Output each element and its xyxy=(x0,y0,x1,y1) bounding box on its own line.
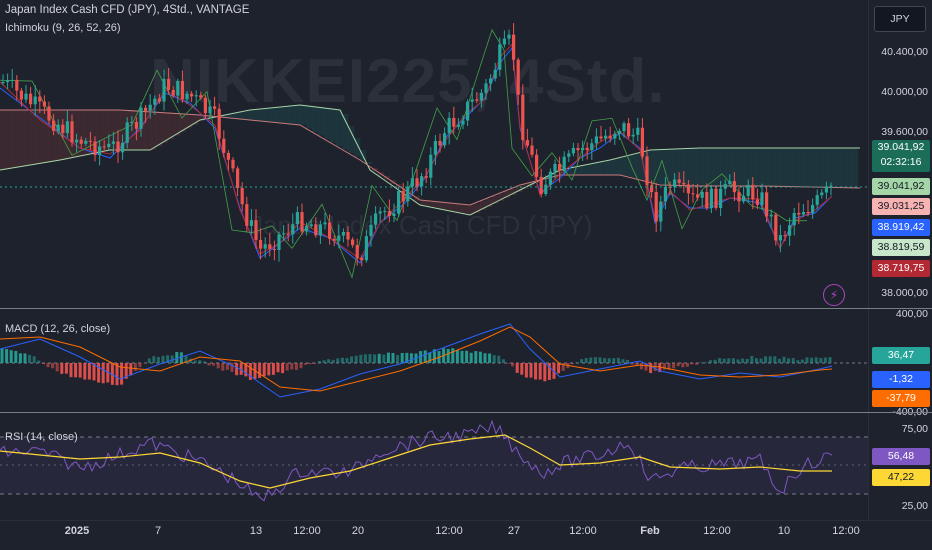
time-label: 10 xyxy=(777,525,791,537)
rsi-legend[interactable]: RSI (14, close) xyxy=(5,431,78,443)
macd-histogram xyxy=(0,348,832,386)
lightning-icon[interactable]: ⚡ xyxy=(823,284,845,306)
last-price-badge: 39.041,92 02:32:16 xyxy=(872,140,930,172)
price-pane[interactable]: NIKKEI225, 4Std. Japan Index Cash CFD (J… xyxy=(0,0,868,308)
time-label: 12:00 xyxy=(703,525,731,537)
rsi-ma-line xyxy=(0,434,832,489)
rsi-tick: 25,00 xyxy=(901,500,928,512)
price-tick: 39.600,00 xyxy=(881,126,928,138)
macd-svg[interactable] xyxy=(0,309,868,412)
rsi-scale[interactable]: 75,00 25,00 56,48 47,22 xyxy=(868,413,932,520)
pane-separator xyxy=(0,520,932,521)
time-label: 7 xyxy=(154,525,162,537)
ichimoku-legend[interactable]: Ichimoku (9, 26, 52, 26) xyxy=(5,22,121,34)
macd-pane[interactable]: MACD (12, 26, close) xyxy=(0,309,868,412)
rsi-badge: 56,48 xyxy=(872,448,930,465)
macd-signal-badge: -37,79 xyxy=(872,390,930,407)
price-tick: 40.000,00 xyxy=(881,86,928,98)
price-badge: 38.719,75 xyxy=(872,260,930,277)
last-price-value: 39.041,92 xyxy=(877,141,925,153)
macd-hist-badge: 36,47 xyxy=(872,347,930,364)
rsi-tick: 75,00 xyxy=(901,423,928,435)
time-label: 12:00 xyxy=(569,525,597,537)
time-label: 13 xyxy=(249,525,263,537)
rsi-ma-badge: 47,22 xyxy=(872,469,930,486)
macd-scale[interactable]: 400,00 -400,00 36,47 -1,32 -37,79 xyxy=(868,308,932,418)
time-label: 2025 xyxy=(64,525,90,537)
price-chart-svg[interactable] xyxy=(0,0,868,308)
macd-legend[interactable]: MACD (12, 26, close) xyxy=(5,323,111,335)
macd-tick: 400,00 xyxy=(895,308,928,320)
macd-line-badge: -1,32 xyxy=(872,371,930,388)
currency-button[interactable]: JPY xyxy=(874,6,926,32)
price-tick: 38.000,00 xyxy=(881,287,928,299)
time-label: Feb xyxy=(640,525,660,537)
rsi-svg[interactable] xyxy=(0,413,868,520)
time-label: 27 xyxy=(507,525,521,537)
price-scale[interactable]: JPY 40.400,00 40.000,00 39.600,00 38.000… xyxy=(868,0,932,308)
candles xyxy=(1,23,833,267)
chart-title[interactable]: Japan Index Cash CFD (JPY), 4Std., VANTA… xyxy=(5,4,250,16)
price-badge: 38.819,59 xyxy=(872,239,930,256)
price-tick: 40.400,00 xyxy=(881,46,928,58)
bar-countdown: 02:32:16 xyxy=(880,156,922,168)
time-label: 12:00 xyxy=(832,525,860,537)
macd-signal-line xyxy=(0,326,833,392)
time-label: 12:00 xyxy=(293,525,321,537)
pane-separator[interactable] xyxy=(0,308,932,309)
pane-separator[interactable] xyxy=(0,412,932,413)
time-label: 20 xyxy=(351,525,365,537)
macd-line xyxy=(0,323,833,398)
price-badge: 39.041,92 xyxy=(872,178,930,195)
rsi-line xyxy=(0,419,833,502)
time-axis[interactable]: 2025 7 13 12:00 20 12:00 27 12:00 Feb 12… xyxy=(0,521,932,550)
symbol-watermark: NIKKEI225, 4Std. xyxy=(150,47,666,116)
rsi-pane[interactable]: RSI (14, close) xyxy=(0,413,868,520)
price-badge: 38.919,42 xyxy=(872,219,930,236)
price-badge: 39.031,25 xyxy=(872,198,930,215)
time-label: 12:00 xyxy=(435,525,463,537)
